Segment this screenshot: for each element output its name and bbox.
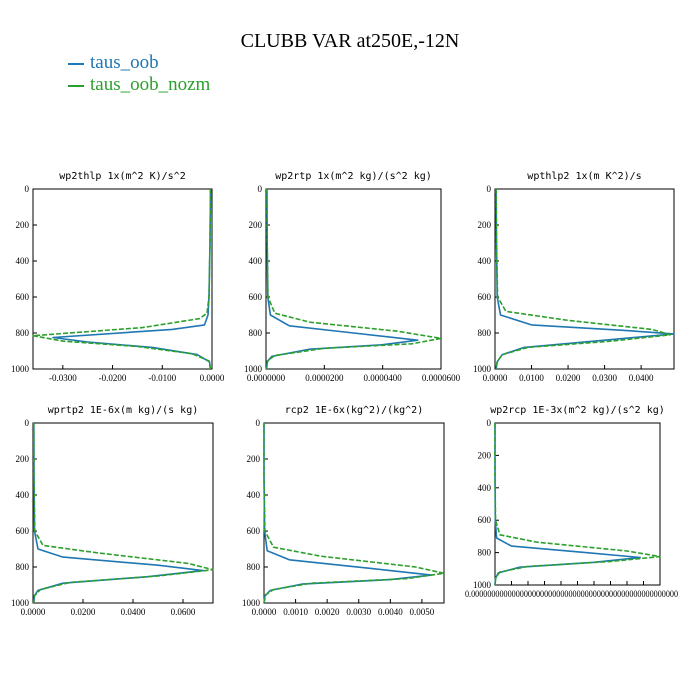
x-tick-label: 0.0000 xyxy=(21,607,46,617)
y-tick-label: 0 xyxy=(258,184,263,194)
x-tick-label: 0.0020 xyxy=(315,607,340,617)
y-tick-label: 0 xyxy=(487,184,492,194)
y-tick-label: 1000 xyxy=(11,598,30,608)
series-line-taus-oob-nozm xyxy=(32,188,212,370)
x-tick-label: 0.0010 xyxy=(283,607,308,617)
legend-swatch-icon xyxy=(68,62,84,65)
x-tick-label: 0.0050 xyxy=(410,607,435,617)
x-tick-label: 0.0200 xyxy=(71,607,96,617)
y-tick-label: 1000 xyxy=(473,580,492,590)
x-tick-label: 0.0300 xyxy=(592,373,617,383)
y-tick-label: 200 xyxy=(16,454,30,464)
x-tick-label: 0.0000 xyxy=(483,373,508,383)
series-line-taus-oob xyxy=(263,423,433,604)
x-tick-label: 0.0000000 xyxy=(247,373,286,383)
series-line-taus-oob-nozm xyxy=(494,423,661,586)
panel-title: wp2rtp 1x(m^2 kg)/(s^2 kg) xyxy=(275,171,432,182)
y-tick-label: 1000 xyxy=(473,364,492,374)
y-tick-label: 600 xyxy=(16,526,30,536)
plot-frame xyxy=(265,188,442,370)
series-line-taus-oob-nozm xyxy=(33,422,214,604)
plot-frame xyxy=(32,188,213,370)
y-tick-label: 200 xyxy=(478,450,492,460)
y-tick-label: 800 xyxy=(16,562,30,572)
y-tick-label: 200 xyxy=(16,220,30,230)
plot-frame xyxy=(32,422,214,604)
y-tick-label: 400 xyxy=(16,490,30,500)
panel-title: wp2thlp 1x(m^2 K)/s^2 xyxy=(59,171,185,182)
y-tick-label: 400 xyxy=(478,256,492,266)
x-tick-label: 0.0600 xyxy=(171,607,196,617)
series-line-taus-oob xyxy=(265,188,419,370)
x-tick-label: -0.0300 xyxy=(49,373,77,383)
panel-title: wp2rcp 1E-3x(m^2 kg)/(s^2 kg) xyxy=(490,405,665,416)
y-tick-label: 200 xyxy=(249,220,263,230)
y-tick-label: 1000 xyxy=(244,364,263,374)
series-line-taus-oob-nozm xyxy=(263,423,445,604)
y-tick-label: 400 xyxy=(478,483,492,493)
y-tick-label: 800 xyxy=(247,562,261,572)
legend-entry-taus-oob: taus_oob xyxy=(68,52,159,74)
series-line-taus-oob xyxy=(495,188,675,370)
y-tick-label: 0 xyxy=(25,418,30,428)
y-tick-label: 1000 xyxy=(11,364,30,374)
y-tick-label: 200 xyxy=(478,220,492,230)
x-tick-label: 0.0000200 xyxy=(305,373,344,383)
y-tick-label: 800 xyxy=(478,328,492,338)
series-line-taus-oob-nozm xyxy=(265,188,442,370)
panel-title: rcp2 1E-6x(kg^2)/(kg^2) xyxy=(285,405,423,416)
x-tick-label: 0.0400 xyxy=(121,607,146,617)
y-tick-label: 600 xyxy=(247,526,261,536)
x-tick-label: 0.0000600 xyxy=(422,373,461,383)
x-tick-label: 0.00000000000000000000000000000000000000… xyxy=(465,589,678,599)
plot-frame xyxy=(494,188,675,370)
y-tick-label: 1000 xyxy=(242,598,261,608)
x-tick-label: 0.0200 xyxy=(556,373,581,383)
series-line-taus-oob xyxy=(33,422,204,604)
y-tick-label: 800 xyxy=(478,548,492,558)
legend-label: taus_oob_nozm xyxy=(90,74,211,95)
y-tick-label: 600 xyxy=(249,292,263,302)
x-tick-label: 0.0000 xyxy=(200,373,225,383)
y-tick-label: 400 xyxy=(247,490,261,500)
y-tick-label: 400 xyxy=(16,256,30,266)
series-line-taus-oob-nozm xyxy=(495,188,672,370)
x-tick-label: 0.0000400 xyxy=(364,373,403,383)
x-tick-label: 0.0040 xyxy=(378,607,403,617)
x-tick-label: 0.0030 xyxy=(346,607,371,617)
x-tick-label: 0.0400 xyxy=(629,373,654,383)
y-tick-label: 0 xyxy=(487,418,492,428)
y-tick-label: 200 xyxy=(247,454,261,464)
y-tick-label: 600 xyxy=(16,292,30,302)
x-tick-label: 0.0100 xyxy=(519,373,544,383)
legend-swatch-icon xyxy=(68,84,84,87)
y-tick-label: 600 xyxy=(478,292,492,302)
y-tick-label: 0 xyxy=(25,184,30,194)
panel-title: wprtp2 1E-6x(m kg)/(s kg) xyxy=(48,405,199,416)
y-tick-label: 800 xyxy=(249,328,263,338)
y-tick-label: 800 xyxy=(16,328,30,338)
plot-frame xyxy=(494,422,661,586)
x-tick-label: 0.0000 xyxy=(252,607,277,617)
y-tick-label: 0 xyxy=(256,418,261,428)
x-tick-label: -0.0100 xyxy=(148,373,176,383)
y-tick-label: 400 xyxy=(249,256,263,266)
legend-label: taus_oob xyxy=(90,52,159,73)
panel-title: wpthlp2 1x(m K^2)/s xyxy=(527,171,641,182)
x-tick-label: -0.0200 xyxy=(99,373,127,383)
legend-entry-taus-oob-nozm: taus_oob_nozm xyxy=(68,74,210,96)
y-tick-label: 600 xyxy=(478,515,492,525)
page-title: CLUBB VAR at250E,-12N xyxy=(240,30,460,52)
